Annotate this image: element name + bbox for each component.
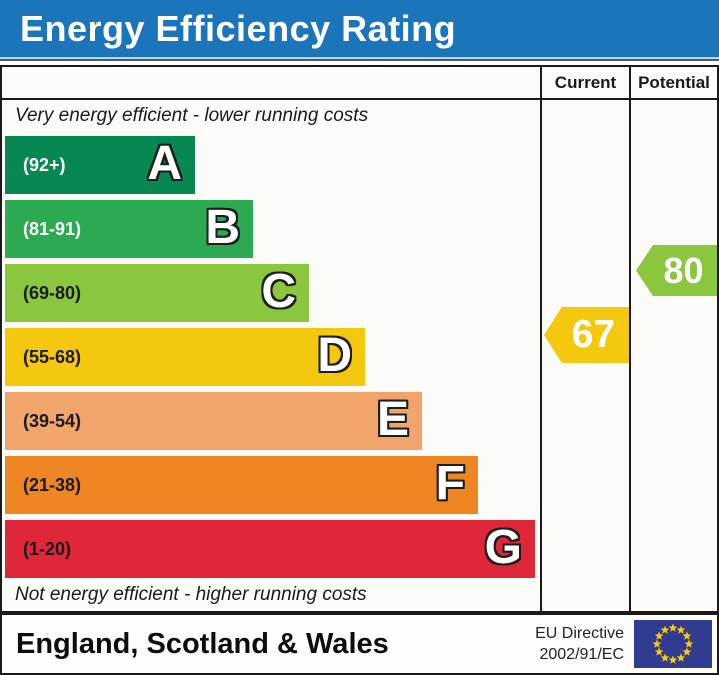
- band-range-label: (39-54): [23, 410, 82, 431]
- band-row: (21-38) F: [5, 456, 478, 514]
- eu-directive-label: EU Directive 2002/91/EC: [535, 623, 624, 665]
- band-letter: G: [484, 521, 522, 574]
- current-rating-marker: 67: [544, 307, 629, 363]
- band-letter: D: [317, 329, 352, 382]
- title-divider-gap: [0, 61, 719, 65]
- current-column-divider: [540, 67, 542, 611]
- band-row: (69-80) C: [5, 264, 309, 322]
- inefficient-note: Not energy efficient - higher running co…: [15, 584, 367, 605]
- potential-column-divider: [629, 67, 631, 611]
- band-letter: C: [261, 265, 296, 318]
- potential-rating-marker: 80: [636, 245, 717, 296]
- eu-directive-line2: 2002/91/EC: [539, 646, 624, 663]
- rating-chart: Current Potential Very energy efficient …: [0, 65, 719, 613]
- band-range-label: (21-38): [23, 474, 82, 495]
- band-row: (39-54) E: [5, 392, 422, 450]
- band-letter: B: [205, 201, 240, 254]
- current-column-header: Current: [554, 73, 617, 92]
- bands: (92+) A (81-91) B (69-80) C (55-68) D (3…: [5, 136, 535, 584]
- band-range-label: (92+): [23, 154, 66, 175]
- eu-flag-icon: [634, 620, 712, 668]
- band-range-label: (1-20): [23, 538, 72, 559]
- potential-column-header: Potential: [638, 73, 710, 92]
- band-row: (55-68) D: [5, 328, 365, 386]
- band-row: (92+) A: [5, 136, 195, 194]
- potential-rating-value: 80: [663, 249, 704, 291]
- page-title: Energy Efficiency Rating: [20, 7, 457, 49]
- band-letter: A: [147, 137, 182, 190]
- current-rating-value: 67: [571, 313, 616, 356]
- title-bar: Energy Efficiency Rating: [0, 0, 719, 57]
- band-letter: F: [435, 457, 465, 510]
- band-letter: E: [376, 393, 409, 446]
- region-label: England, Scotland & Wales: [16, 627, 389, 660]
- eu-directive-line1: EU Directive: [535, 624, 624, 642]
- band-range-label: (81-91): [23, 218, 82, 239]
- title-divider-light: [0, 57, 719, 59]
- header-row-divider: [2, 98, 717, 100]
- efficient-note: Very energy efficient - lower running co…: [15, 105, 369, 126]
- footer: England, Scotland & Wales EU Directive 2…: [0, 613, 719, 675]
- band-range-label: (69-80): [23, 282, 82, 303]
- band-range-label: (55-68): [23, 346, 82, 367]
- band-row: (1-20) G: [5, 520, 535, 578]
- band-row: (81-91) B: [5, 200, 253, 258]
- title-divider-dark: [0, 59, 719, 61]
